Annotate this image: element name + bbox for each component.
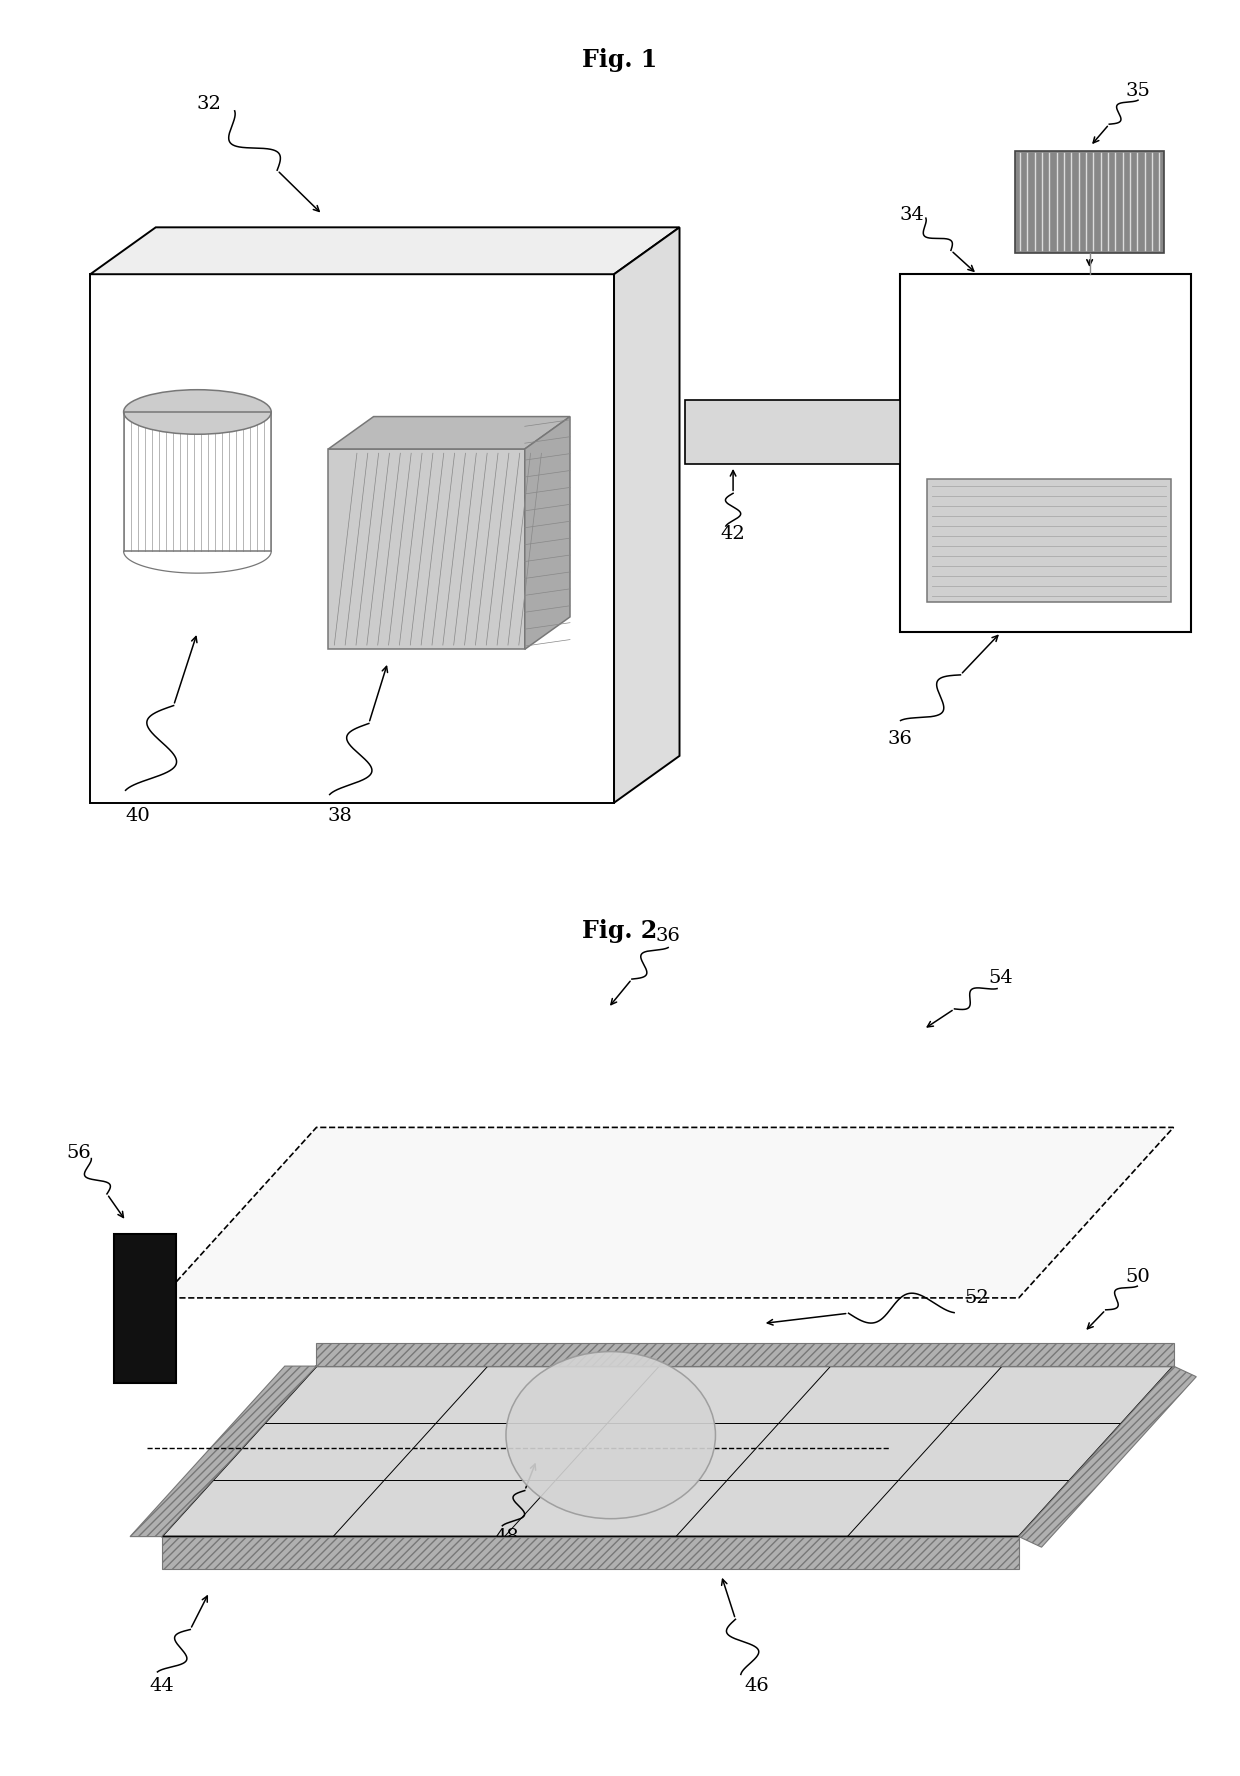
Polygon shape: [161, 1366, 1173, 1536]
Text: 46: 46: [744, 1677, 769, 1694]
Text: 40: 40: [125, 806, 150, 824]
FancyBboxPatch shape: [928, 480, 1171, 602]
Text: 32: 32: [197, 94, 222, 112]
Text: 36: 36: [655, 927, 680, 945]
FancyBboxPatch shape: [686, 400, 900, 464]
Polygon shape: [130, 1366, 316, 1536]
Polygon shape: [525, 417, 570, 650]
Ellipse shape: [124, 389, 272, 435]
Polygon shape: [91, 274, 614, 803]
Polygon shape: [91, 227, 680, 274]
Text: 36: 36: [888, 730, 913, 748]
Ellipse shape: [506, 1352, 715, 1518]
Polygon shape: [316, 1343, 1173, 1366]
Polygon shape: [329, 449, 525, 650]
Text: Fig. 2: Fig. 2: [583, 918, 657, 943]
Text: 48: 48: [495, 1527, 520, 1545]
Polygon shape: [1019, 1366, 1197, 1547]
Text: 38: 38: [327, 806, 352, 824]
Polygon shape: [329, 417, 570, 449]
Polygon shape: [161, 1128, 1173, 1298]
FancyBboxPatch shape: [114, 1234, 176, 1384]
Text: 52: 52: [965, 1289, 990, 1307]
Text: 35: 35: [1126, 82, 1151, 99]
Text: 54: 54: [988, 970, 1013, 987]
Text: 42: 42: [720, 526, 745, 543]
FancyBboxPatch shape: [900, 274, 1192, 632]
Text: 56: 56: [66, 1144, 91, 1162]
Text: 34: 34: [899, 206, 924, 224]
FancyBboxPatch shape: [1016, 151, 1164, 252]
FancyBboxPatch shape: [124, 389, 272, 551]
Text: 50: 50: [1126, 1268, 1151, 1286]
Polygon shape: [161, 1536, 1019, 1568]
Text: 44: 44: [149, 1677, 174, 1694]
Polygon shape: [614, 227, 680, 803]
Text: Fig. 1: Fig. 1: [583, 48, 657, 73]
